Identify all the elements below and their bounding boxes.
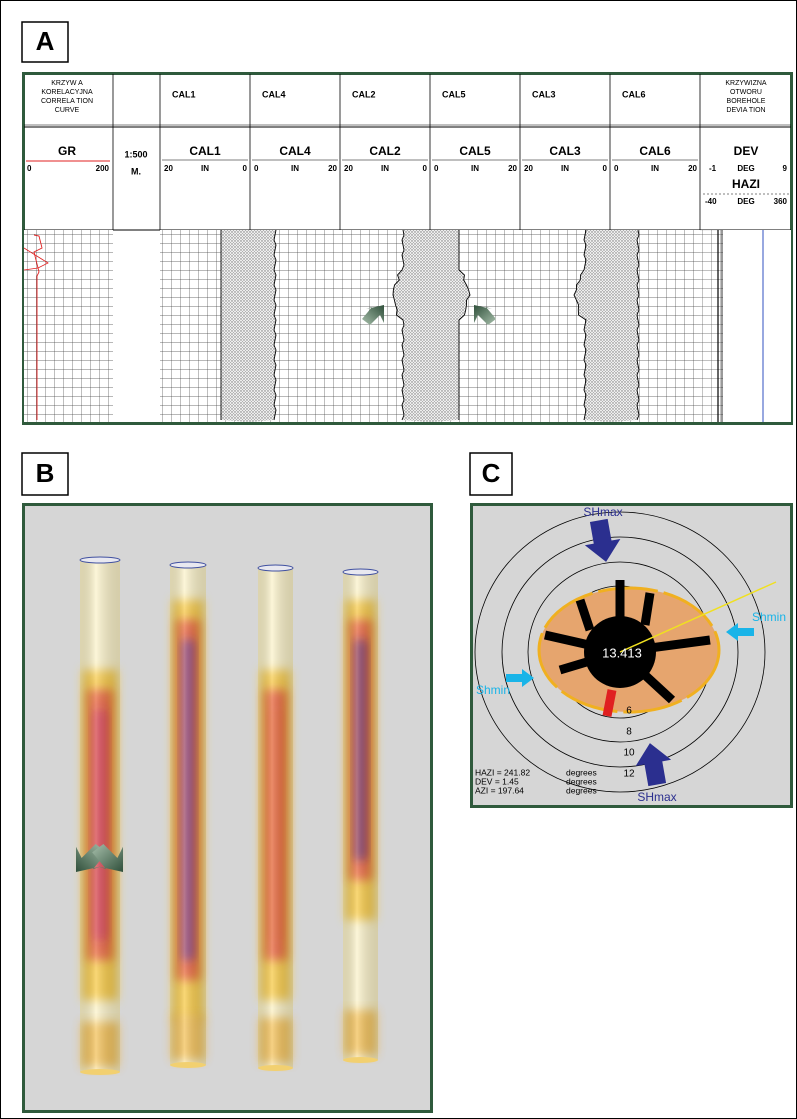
label: 0 [243, 164, 248, 173]
label: 20 [508, 164, 517, 173]
label: 0 [614, 164, 619, 173]
label: 1:500 [124, 149, 147, 159]
cylinder-shade [170, 565, 206, 1065]
label: CAL6 [639, 144, 671, 158]
label: DEV [734, 144, 759, 158]
label: CAL3 [549, 144, 581, 158]
label: 360 [774, 197, 788, 206]
label: 0 [423, 164, 428, 173]
label: BOREHOLE [727, 98, 766, 105]
cylinder-bottom [343, 1057, 378, 1063]
label: 20 [524, 164, 533, 173]
label: 8 [626, 727, 632, 738]
figure: A B C KRZYW A KORELACYJNA CORRELA TION CURV… [0, 0, 797, 1119]
label: DEG [737, 164, 754, 173]
label: GR [58, 144, 76, 158]
label: 10 [623, 748, 635, 759]
label: CAL5 [442, 89, 466, 99]
label: KORELACYJNA [41, 89, 93, 96]
label: CAL1 [189, 144, 221, 158]
label: 0 [27, 164, 32, 173]
label: IN [381, 164, 389, 173]
panel-label: C [482, 458, 501, 488]
panel-label: B [36, 458, 55, 488]
label: 0 [254, 164, 259, 173]
label: CURVE [55, 107, 80, 114]
label: CAL5 [459, 144, 491, 158]
label: HAZI [732, 177, 760, 191]
dev-blank [723, 230, 791, 422]
label: CAL2 [352, 89, 376, 99]
label: CORRELA TION [41, 98, 93, 105]
label: CAL6 [622, 89, 646, 99]
label: 9 [783, 164, 788, 173]
label: 20 [344, 164, 353, 173]
cylinder-bottom [80, 1069, 120, 1075]
label: CAL4 [279, 144, 311, 158]
panel-label: A [36, 26, 55, 56]
label: OTWORU [730, 89, 762, 96]
label: 200 [96, 164, 110, 173]
label: SHmax [637, 790, 676, 804]
label: AZI = 197.64 [475, 785, 524, 795]
cylinder-shade [258, 568, 293, 1068]
cylinder-top [343, 569, 378, 575]
label: 13.413 [602, 645, 642, 660]
label: KRZYW A [51, 80, 83, 87]
label: IN [471, 164, 479, 173]
label: 12 [623, 769, 635, 780]
label: CAL1 [172, 89, 196, 99]
label: 6 [626, 706, 632, 717]
caliper-fill [250, 230, 276, 422]
caliper-fill [610, 230, 639, 422]
label: Shmin [476, 683, 510, 697]
pad-arm [645, 593, 650, 625]
label: 20 [688, 164, 697, 173]
label: IN [201, 164, 209, 173]
cylinder-bottom [170, 1062, 206, 1068]
label: KRZYWIZNA [725, 80, 767, 87]
cylinder-top [258, 565, 293, 571]
label: 0 [603, 164, 608, 173]
cylinder-shade [343, 572, 378, 1060]
cylinder-top [80, 557, 120, 563]
label: -40 [705, 197, 717, 206]
label: 20 [164, 164, 173, 173]
label: IN [651, 164, 659, 173]
label: degrees [566, 785, 597, 795]
label: DEG [737, 197, 754, 206]
label: SHmax [583, 505, 622, 519]
reference-arm [607, 690, 612, 716]
label: IN [291, 164, 299, 173]
cylinder-top [170, 562, 206, 568]
label: CAL2 [369, 144, 401, 158]
cylinder-bottom [258, 1065, 293, 1071]
label: 0 [434, 164, 439, 173]
label: IN [561, 164, 569, 173]
cylinder-shade [80, 560, 120, 1072]
label: -1 [709, 164, 717, 173]
caliper-fill [221, 230, 250, 422]
label: CAL4 [262, 89, 286, 99]
label: M. [131, 166, 141, 176]
label: 20 [328, 164, 337, 173]
label: DEVIA TION [726, 107, 765, 114]
label: CAL3 [532, 89, 556, 99]
label: Shmin [752, 610, 786, 624]
